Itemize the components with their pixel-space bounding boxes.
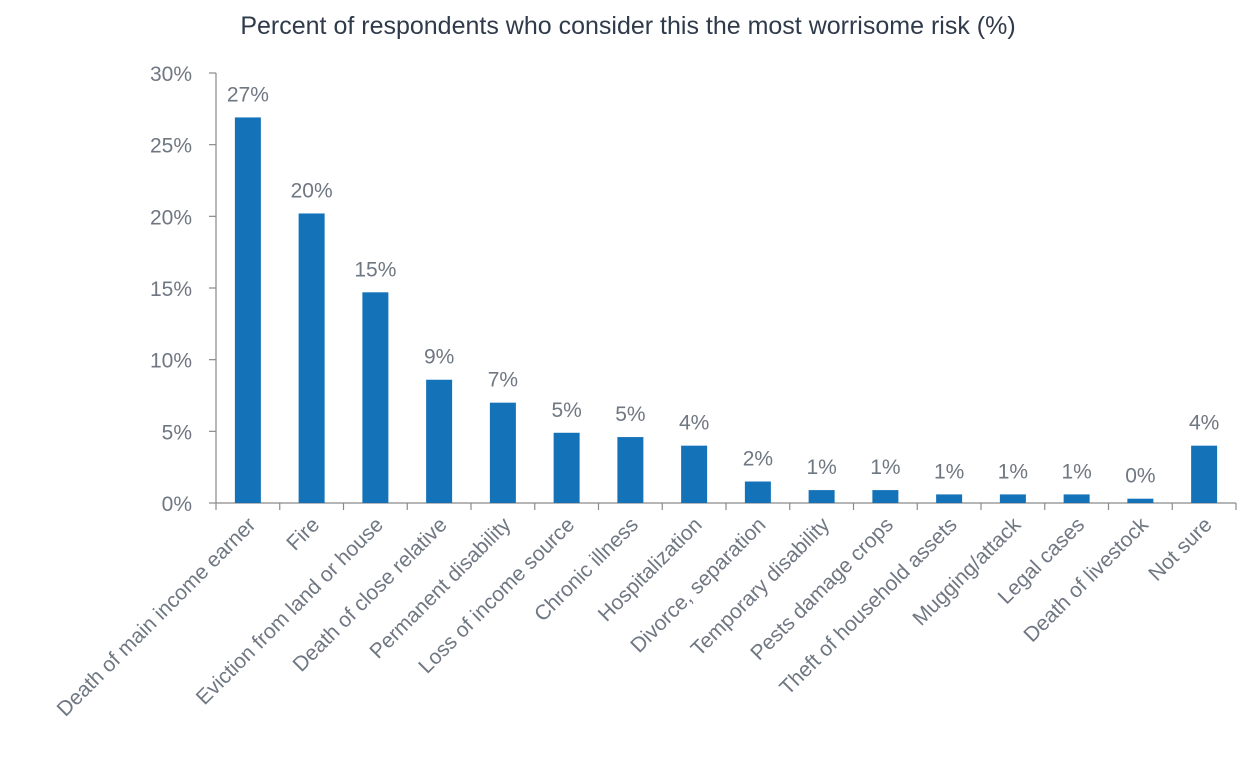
data-labels-group: 27% 20% 15% 9% 7% 5% 5% 4% 2% 1% 1% 1% 1% 1% 0% 4% bbox=[227, 83, 1219, 487]
category-labels-group: Death of main income earner FireEviction … bbox=[53, 513, 1217, 721]
data-label: 4% bbox=[1189, 412, 1219, 435]
bar bbox=[999, 494, 1026, 503]
bar bbox=[426, 379, 453, 503]
category-label: Death of livestock bbox=[1019, 513, 1153, 647]
data-label: 5% bbox=[551, 399, 581, 422]
data-label: 20% bbox=[291, 179, 333, 202]
data-label: 2% bbox=[743, 448, 773, 471]
data-label: 1% bbox=[806, 456, 836, 479]
bar bbox=[681, 445, 708, 503]
data-label: 5% bbox=[615, 403, 645, 426]
bar bbox=[617, 437, 644, 503]
bar bbox=[872, 490, 899, 503]
bar bbox=[553, 432, 580, 503]
bars-group bbox=[234, 117, 1218, 503]
bar bbox=[362, 292, 389, 503]
data-label: 7% bbox=[488, 369, 518, 392]
category-label: Mugging/attack bbox=[908, 513, 1025, 630]
bar bbox=[808, 490, 835, 503]
y-tick-label: 5% bbox=[162, 421, 192, 444]
y-tick-label: 10% bbox=[150, 350, 192, 373]
bar bbox=[1127, 498, 1154, 503]
bar bbox=[489, 402, 516, 503]
category-label: Death of main income earner bbox=[53, 513, 261, 721]
data-label: 0% bbox=[1125, 465, 1155, 488]
chart-title: Percent of respondents who consider this… bbox=[240, 12, 1015, 40]
y-axis-ticks: 0% 5% 10% 15% 20% 25% 30% bbox=[150, 63, 1237, 516]
bar bbox=[1191, 445, 1218, 503]
data-label: 1% bbox=[1061, 460, 1091, 483]
bar bbox=[298, 213, 325, 503]
data-label: 9% bbox=[424, 346, 454, 369]
data-label: 1% bbox=[870, 456, 900, 479]
data-label: 1% bbox=[998, 460, 1028, 483]
category-label: Not sure bbox=[1144, 513, 1216, 585]
bar bbox=[1063, 494, 1090, 503]
category-label: Fire bbox=[282, 513, 324, 555]
data-label: 4% bbox=[679, 412, 709, 435]
data-label: 1% bbox=[934, 460, 964, 483]
y-tick-label: 0% bbox=[162, 493, 192, 516]
y-tick-label: 20% bbox=[150, 206, 192, 229]
bar bbox=[936, 494, 963, 503]
bar bbox=[744, 481, 771, 503]
y-tick-label: 30% bbox=[150, 63, 192, 86]
bar bbox=[234, 117, 261, 503]
y-tick-label: 15% bbox=[150, 278, 192, 301]
y-tick-label: 25% bbox=[150, 135, 192, 158]
data-label: 27% bbox=[227, 83, 269, 106]
data-label: 15% bbox=[354, 258, 396, 281]
